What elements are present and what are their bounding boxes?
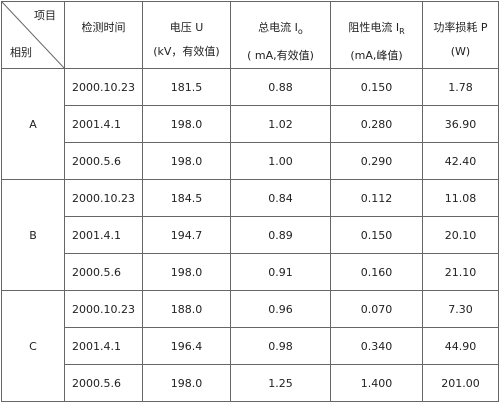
data-row: 2001.4.1 196.4 0.98 0.340 44.90 [2, 327, 499, 366]
diagonal [2, 2, 65, 69]
header-line: 电压 U [143, 16, 230, 40]
value-cell: 7.30 [422, 290, 499, 329]
value-cell: 181.5 [142, 68, 231, 107]
value-cell: 184.5 [142, 179, 231, 218]
value-cell: 1.78 [422, 68, 499, 107]
header-label: 总电流 I [258, 21, 298, 34]
header-cell: 功率损耗 P (W) [422, 0, 499, 70]
date-cell: 2000.5.6 [64, 142, 143, 181]
header-line: 功率损耗 P [423, 16, 498, 40]
date-cell: 2001.4.1 [64, 105, 143, 144]
header-row: 项目 相别 检测时间 电压 U (kV，有效值) 总电流 Io ( mA,有效值) 阻性电… [1, 0, 499, 70]
data-row: 2000.5.6 198.0 1.00 0.290 42.40 [2, 142, 499, 181]
header-line: 总电流 Io [231, 16, 330, 44]
value-cell: 0.070 [330, 290, 423, 329]
value-cell: 21.10 [422, 253, 499, 292]
value-cell: 0.290 [330, 142, 423, 181]
corner-top: 项目 [34, 9, 56, 22]
data-row: 2001.4.1 198.0 1.02 0.280 36.90 [2, 105, 499, 144]
value-cell: 0.150 [330, 68, 423, 107]
value-cell: 198.0 [142, 364, 231, 403]
value-cell: 42.40 [422, 142, 499, 181]
value-cell: 0.96 [230, 290, 331, 329]
value-cell: 1.02 [230, 105, 331, 144]
value-cell: 0.89 [230, 216, 331, 255]
value-cell: 0.340 [330, 327, 423, 366]
phase-cell: C [1, 290, 65, 403]
value-cell: 1.400 [330, 364, 423, 403]
data-row: C 2000.10.23 188.0 0.96 0.070 7.30 [1, 290, 499, 403]
data-row: 2000.5.6 198.0 0.91 0.160 21.10 [2, 253, 499, 292]
date-cell: 2000.5.6 [64, 364, 143, 403]
header-label: 阻性电流 I [348, 21, 400, 34]
corner-cell: 项目 相别 [1, 0, 65, 70]
data-table: 项目 相别 检测时间 电压 U (kV，有效值) 总电流 Io ( mA,有效值) 阻性电… [1, 0, 499, 403]
header-cell: 阻性电流 IR (mA,峰值) [330, 0, 423, 70]
date-cell: 2000.10.23 [64, 179, 143, 218]
value-cell: 20.10 [422, 216, 499, 255]
value-cell: 1.00 [230, 142, 331, 181]
value-cell: 36.90 [422, 105, 499, 144]
data-row: 2001.4.1 194.7 0.89 0.150 20.10 [2, 216, 499, 255]
header-line: 检测时间 [65, 16, 142, 40]
value-cell: 0.280 [330, 105, 423, 144]
header-cell: 检测时间 [64, 0, 143, 70]
value-cell: 198.0 [142, 105, 231, 144]
value-cell: 198.0 [142, 142, 231, 181]
value-cell: 196.4 [142, 327, 231, 366]
table-body: 项目 相别 检测时间 电压 U (kV，有效值) 总电流 Io ( mA,有效值) 阻性电… [1, 0, 499, 403]
header-subscript: R [399, 27, 405, 37]
phase-cell: A [1, 68, 65, 181]
header-label: 功率损耗 P [433, 21, 488, 34]
date-cell: 2001.4.1 [64, 327, 143, 366]
header-cell: 电压 U (kV，有效值) [142, 0, 231, 70]
header-unit: (kV，有效值) [153, 45, 220, 58]
value-cell: 0.150 [330, 216, 423, 255]
value-cell: 44.90 [422, 327, 499, 366]
header-subscript: o [297, 27, 303, 37]
value-cell: 0.160 [330, 253, 423, 292]
phase-cell: B [1, 179, 65, 292]
value-cell: 194.7 [142, 216, 231, 255]
header-cell: 总电流 Io ( mA,有效值) [230, 0, 331, 70]
date-cell: 2001.4.1 [64, 216, 143, 255]
date-cell: 2000.10.23 [64, 68, 143, 107]
header-label: 检测时间 [81, 21, 126, 34]
header-unit: (mA,峰值) [350, 49, 403, 63]
data-row: A 2000.10.23 181.5 0.88 0.150 1.78 [1, 68, 499, 181]
value-cell: 11.08 [422, 179, 499, 218]
value-cell: 0.88 [230, 68, 331, 107]
value-cell: 198.0 [142, 253, 231, 292]
value-cell: 0.91 [230, 253, 331, 292]
header-line: 阻性电流 IR [331, 16, 422, 44]
value-cell: 0.84 [230, 179, 331, 218]
header-unit: ( mA,有效值) [247, 49, 314, 63]
header-label: 电压 U [169, 21, 204, 34]
date-cell: 2000.5.6 [64, 253, 143, 292]
value-cell: 201.00 [422, 364, 499, 403]
value-cell: 0.98 [230, 327, 331, 366]
value-cell: 1.25 [230, 364, 331, 403]
corner-bottom: 相别 [10, 46, 32, 60]
value-cell: 188.0 [142, 290, 231, 329]
value-cell: 0.112 [330, 179, 423, 218]
data-row: 2000.5.6 198.0 1.25 1.400 201.00 [2, 364, 499, 403]
date-cell: 2000.10.23 [64, 290, 143, 329]
data-row: B 2000.10.23 184.5 0.84 0.112 11.08 [1, 179, 499, 292]
header-unit: (W) [450, 45, 471, 58]
